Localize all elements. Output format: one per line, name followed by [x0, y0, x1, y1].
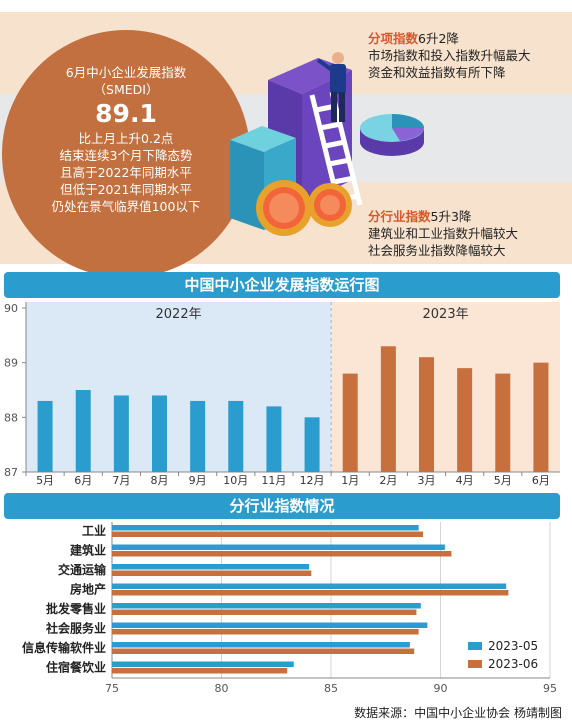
bar — [112, 668, 288, 674]
pie-graphic — [360, 114, 424, 156]
bar — [112, 642, 410, 648]
index-title-line2: （SMEDI） — [93, 82, 159, 97]
bar — [112, 564, 310, 570]
y-tick-label: 90 — [4, 302, 18, 315]
index-desc-line1: 比上月上升0.2点 — [78, 131, 174, 146]
x-tick-label: 90 — [434, 682, 448, 695]
bar — [419, 357, 434, 472]
sub-index-head: 分项指数 — [368, 31, 419, 46]
bar — [112, 551, 452, 557]
category-label: 信息传输软件业 — [22, 640, 106, 655]
category-label: 工业 — [82, 523, 106, 538]
y-tick-label: 89 — [4, 357, 18, 370]
x-tick-label: 1月 — [341, 474, 359, 487]
x-tick-label: 4月 — [456, 474, 474, 487]
x-tick-label: 8月 — [151, 474, 169, 487]
bar — [37, 400, 53, 472]
sub-index-line1: 市场指数和投入指数升幅最大 — [368, 48, 531, 63]
bar — [75, 390, 91, 472]
coins-graphic — [256, 180, 352, 236]
x-tick-label: 5月 — [494, 474, 512, 487]
group-label-2023: 2023年 — [423, 307, 469, 322]
category-label: 社会服务业 — [45, 621, 106, 636]
sub-index-note: 分项指数6升2降 市场指数和投入指数升幅最大 资金和效益指数有所下降 — [368, 30, 531, 81]
monthly-index-chart: 2022年 2023年 87 88 89 90 5月 6月 7月 8月 9月 10月 11月 12月 1月 2… — [4, 302, 560, 487]
person-graphic — [316, 52, 346, 122]
bar — [112, 544, 445, 550]
panel-2022 — [26, 302, 332, 472]
category-label: 建筑业 — [69, 543, 106, 558]
industry-index-line1: 建筑业和工业指数升幅较大 — [368, 226, 519, 241]
index-value: 89.1 — [95, 99, 157, 128]
industry-index-chart: 75 80 85 90 95 工业建筑业交通运输房地产批发零售业社会服务业信息传输软件业住… — [22, 522, 557, 695]
x-tick-label: 6月 — [532, 474, 550, 487]
index-summary: 6月中小企业发展指数 （SMEDI） 89.1 比上月上升0.2点 结束连续3个… — [2, 64, 250, 215]
index-desc-line5: 仍处在景气临界值100以下 — [51, 199, 201, 214]
x-tick-label: 80 — [215, 682, 229, 695]
x-tick-label: 7月 — [112, 474, 130, 487]
index-title-line1: 6月中小企业发展指数 — [65, 65, 187, 80]
bar — [304, 417, 320, 472]
legend-label: 2023-05 — [488, 639, 538, 653]
legend-swatch — [468, 660, 482, 668]
x-tick-label: 85 — [324, 682, 338, 695]
category-label: 住宿餐饮业 — [46, 660, 106, 675]
x-tick-label: 9月 — [189, 474, 207, 487]
bar — [112, 531, 423, 537]
illustration-graphic — [230, 52, 424, 236]
bar — [112, 609, 417, 615]
bar — [112, 570, 312, 576]
index-circle — [2, 30, 250, 278]
chart2-header: 分行业指数情况 — [4, 493, 560, 519]
bar — [112, 648, 415, 654]
chart1-header: 中国中小企业发展指数运行图 — [4, 272, 560, 298]
bar — [190, 400, 206, 472]
x-tick-label: 11月 — [261, 474, 286, 487]
bar — [152, 395, 167, 472]
bar — [342, 373, 358, 472]
summary-panel: 6月中小企业发展指数 （SMEDI） 89.1 比上月上升0.2点 结束连续3个… — [0, 0, 572, 278]
bar — [112, 629, 419, 635]
category-label: 房地产 — [70, 582, 106, 597]
category-label: 批发零售业 — [46, 601, 106, 616]
category-label: 交通运输 — [58, 562, 107, 577]
bar — [457, 368, 473, 472]
bar — [112, 583, 507, 589]
industry-index-note: 分行业指数5升3降 建筑业和工业指数升幅较大 社会服务业指数降幅较大 — [368, 208, 518, 259]
bar — [495, 373, 511, 472]
bar — [112, 661, 294, 667]
bar — [266, 406, 282, 472]
industry-index-line2: 社会服务业指数降幅较大 — [368, 243, 506, 258]
bar — [380, 346, 396, 472]
x-tick-label: 5月 — [36, 474, 54, 487]
y-tick-label: 88 — [4, 411, 18, 424]
index-desc-line3: 且高于2022年同期水平 — [60, 165, 192, 180]
sub-index-head-rest: 6升2降 — [418, 31, 459, 46]
x-tick-label: 95 — [543, 682, 557, 695]
bar — [112, 525, 419, 531]
panel-2023 — [331, 302, 560, 472]
x-tick-label: 12月 — [300, 474, 325, 487]
legend-swatch — [468, 642, 482, 650]
bar — [228, 400, 244, 472]
sub-index-line2: 资金和效益指数有所下降 — [368, 65, 506, 80]
x-tick-label: 2月 — [379, 474, 397, 487]
bar — [112, 590, 509, 596]
industry-index-head: 分行业指数 — [368, 209, 431, 224]
index-desc-line4: 但低于2021年同期水平 — [60, 182, 192, 197]
index-desc-line2: 结束连续3个月下降态势 — [59, 148, 193, 163]
bar — [113, 395, 129, 472]
source-note: 数据来源：中国中小企业协会 杨靖制图 — [354, 706, 562, 720]
x-tick-label: 75 — [105, 682, 119, 695]
x-tick-label: 10月 — [223, 474, 248, 487]
group-label-2022: 2022年 — [156, 307, 202, 322]
bar — [112, 603, 421, 609]
bar — [533, 362, 549, 472]
industry-index-head-rest: 5升3降 — [430, 209, 472, 224]
x-tick-label: 6月 — [74, 474, 92, 487]
y-tick-label: 87 — [4, 466, 18, 479]
bar — [112, 622, 428, 628]
legend-label: 2023-06 — [488, 657, 538, 671]
x-tick-label: 3月 — [418, 474, 436, 487]
